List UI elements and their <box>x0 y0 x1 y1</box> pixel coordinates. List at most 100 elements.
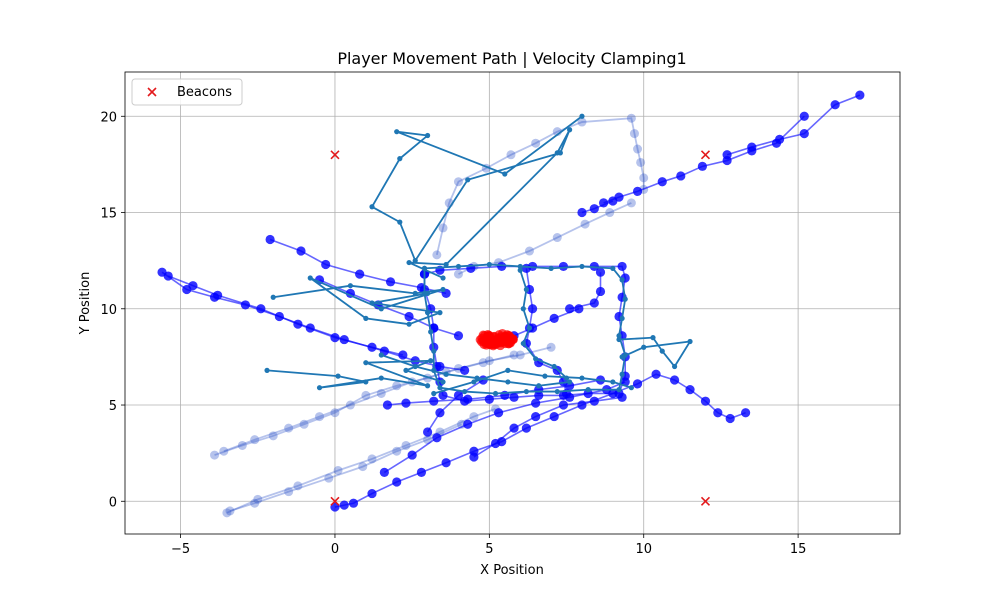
player-path-point <box>558 261 569 272</box>
estimated-path-point <box>622 296 628 302</box>
player-path-point <box>747 146 757 156</box>
player-path-point <box>379 467 389 477</box>
estimated-path-point <box>378 306 384 312</box>
player-path-point <box>484 394 494 404</box>
player-path-point <box>685 385 695 395</box>
ghost-path-point <box>546 342 556 352</box>
player-path-point <box>460 396 470 406</box>
estimated-path-point <box>554 150 560 156</box>
estimated-path-point <box>406 259 412 266</box>
estimated-path-point <box>443 261 449 268</box>
player-path-point <box>595 286 606 297</box>
ghost-path-point <box>225 506 235 516</box>
estimated-path-point <box>533 356 539 362</box>
ghost-path-point <box>345 400 355 410</box>
estimated-path-line <box>618 336 692 369</box>
estimated-path-point <box>363 360 369 366</box>
estimated-path-point <box>443 371 449 377</box>
player-path-point <box>830 100 840 110</box>
player-path-line <box>726 94 861 156</box>
player-path-point <box>401 398 411 408</box>
player-path-point <box>799 129 809 139</box>
player-path-point <box>469 452 479 462</box>
ghost-path-point <box>401 440 411 450</box>
player-path-point <box>549 411 559 422</box>
estimated-path-point <box>471 379 477 385</box>
player-path-point <box>296 246 306 256</box>
estimated-path-point <box>619 354 625 360</box>
player-path-point <box>441 458 451 468</box>
estimated-path-point <box>505 367 511 373</box>
ghost-path-point <box>333 465 343 475</box>
estimated-path-point <box>421 265 428 271</box>
player-path-point <box>589 204 599 214</box>
estimated-path-point <box>672 363 678 370</box>
estimated-path-point <box>551 363 557 370</box>
ghost-path-point <box>392 381 402 391</box>
ghost-path-point <box>509 350 519 360</box>
player-path-point <box>697 161 707 171</box>
estimated-path-point <box>412 363 418 370</box>
beacon-stroke <box>147 87 157 97</box>
estimated-path-point <box>316 385 323 391</box>
estimated-path-point <box>523 388 529 395</box>
estimated-path-point <box>517 263 523 270</box>
ghost-path-point <box>580 219 590 229</box>
ghost-path-point <box>515 350 525 360</box>
estimated-path-point <box>567 127 573 133</box>
legend-box <box>131 78 243 106</box>
player-path-point <box>367 342 377 352</box>
estimated-path-point <box>492 390 499 397</box>
estimated-path-point <box>335 373 341 379</box>
estimated-path-line <box>370 115 583 279</box>
estimated-path-point <box>579 263 585 270</box>
ghost-path-point <box>268 431 278 441</box>
ghost-path-point <box>605 208 615 218</box>
ghost-path-line <box>435 117 645 256</box>
player-path-line <box>569 272 602 310</box>
player-path-point <box>632 186 643 196</box>
player-path-point <box>741 408 751 418</box>
estimated-path-point <box>628 385 634 391</box>
player-path-point <box>256 304 266 314</box>
estimated-path-point <box>428 329 434 335</box>
player-path-point <box>549 313 559 323</box>
ghost-path-point <box>506 150 516 160</box>
estimated-path-point <box>579 113 585 119</box>
legend-beacon-marker <box>147 87 157 97</box>
ghost-path-point <box>253 494 263 504</box>
player-path-point <box>407 450 417 460</box>
ghost-path-point <box>358 462 368 472</box>
ghost-path-point <box>284 423 294 433</box>
y-tick-label: 0 <box>109 495 117 510</box>
ghost-path-point <box>376 388 386 398</box>
ghost-path-point <box>299 419 309 429</box>
estimated-path-point <box>520 306 526 312</box>
estimated-path-point <box>437 385 443 391</box>
player-path-point <box>213 290 223 300</box>
ghost-path-line <box>229 423 462 512</box>
legend-beacon-x <box>147 87 157 97</box>
player-path-point <box>435 408 445 418</box>
ghost-path-layer <box>210 113 649 518</box>
x-tick-label: 15 <box>790 542 807 557</box>
estimated-path-point <box>264 367 270 373</box>
ghost-path-point <box>432 250 442 260</box>
estimated-path-point <box>548 265 554 271</box>
estimated-path-point <box>455 263 462 270</box>
ghost-path-point <box>552 233 562 243</box>
estimated-path-point <box>412 258 418 264</box>
estimated-path-point <box>523 286 529 293</box>
chart-title: Player Movement Path | Velocity Clamping… <box>337 49 686 68</box>
estimated-path-point <box>585 387 591 393</box>
estimated-path-point <box>619 371 625 377</box>
ghost-path-point <box>392 446 402 456</box>
player-path-point <box>163 271 173 281</box>
player-path-point <box>632 379 643 389</box>
beacon-marker <box>700 496 711 506</box>
x-tick-label: 5 <box>485 542 493 557</box>
player-path-point <box>385 277 396 287</box>
center-cluster-point <box>504 330 514 340</box>
player-path-point <box>429 396 439 406</box>
ghost-path-point <box>293 481 303 491</box>
